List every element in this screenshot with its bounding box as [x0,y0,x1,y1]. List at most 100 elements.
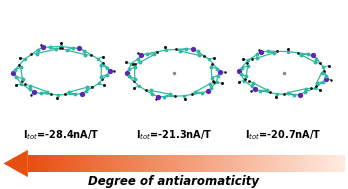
Bar [95,155,96,172]
Bar [186,155,187,172]
Bar [156,155,157,172]
Bar [144,155,145,172]
Bar [60,155,61,172]
Bar [162,155,163,172]
Bar [104,155,105,172]
Bar [78,155,79,172]
Bar [242,155,243,172]
Bar [218,155,219,172]
Bar [232,155,234,172]
Bar [40,155,41,172]
Bar [281,155,282,172]
Bar [219,155,220,172]
Bar [164,155,165,172]
Bar [158,155,159,172]
Bar [67,155,68,172]
Bar [66,155,67,172]
Bar [117,155,118,172]
Bar [62,155,63,172]
Bar [49,155,50,172]
Text: I$_{tot}$=-21.3nA/T: I$_{tot}$=-21.3nA/T [136,128,212,142]
Bar [237,155,238,172]
Bar [113,155,114,172]
Bar [263,155,264,172]
Bar [272,155,273,172]
Bar [185,155,186,172]
Bar [86,155,87,172]
Bar [44,155,45,172]
Bar [124,155,125,172]
Bar [161,155,162,172]
Bar [77,155,78,172]
Bar [149,155,150,172]
Bar [72,155,73,172]
Bar [325,155,326,172]
Bar [150,155,151,172]
Bar [42,155,44,172]
Bar [251,155,252,172]
Bar [294,155,295,172]
Bar [118,155,119,172]
Bar [269,155,270,172]
Bar [253,155,254,172]
Bar [54,155,55,172]
Bar [318,155,319,172]
Bar [68,155,69,172]
Bar [311,155,312,172]
Bar [198,155,199,172]
Bar [100,155,101,172]
Bar [47,155,48,172]
Polygon shape [3,150,28,177]
Bar [278,155,279,172]
Bar [184,155,185,172]
Bar [122,155,123,172]
Bar [297,155,298,172]
Bar [129,155,130,172]
Bar [128,155,129,172]
Bar [295,155,296,172]
Bar [159,155,160,172]
Bar [165,155,166,172]
Bar [310,155,311,172]
Bar [153,155,155,172]
Bar [271,155,272,172]
Bar [340,155,341,172]
Bar [41,155,42,172]
Bar [222,155,223,172]
Bar [254,155,255,172]
Bar [107,155,108,172]
Bar [323,155,324,172]
Bar [196,155,197,172]
Bar [307,155,308,172]
Bar [121,155,122,172]
Bar [130,155,131,172]
Bar [97,155,98,172]
Bar [337,155,338,172]
Bar [333,155,334,172]
Bar [172,155,173,172]
Bar [105,155,106,172]
Bar [151,155,152,172]
Bar [148,155,149,172]
Bar [191,155,192,172]
Bar [178,155,179,172]
Bar [324,155,325,172]
Bar [74,155,76,172]
Bar [314,155,315,172]
Bar [265,155,267,172]
Bar [241,155,242,172]
Bar [147,155,148,172]
Bar [284,155,285,172]
Bar [83,155,84,172]
Bar [80,155,81,172]
Bar [231,155,232,172]
Bar [255,155,256,172]
Bar [182,155,183,172]
Bar [301,155,302,172]
Bar [87,155,88,172]
Bar [174,155,175,172]
Bar [329,155,330,172]
Bar [103,155,104,172]
Bar [215,155,216,172]
Bar [34,155,35,172]
